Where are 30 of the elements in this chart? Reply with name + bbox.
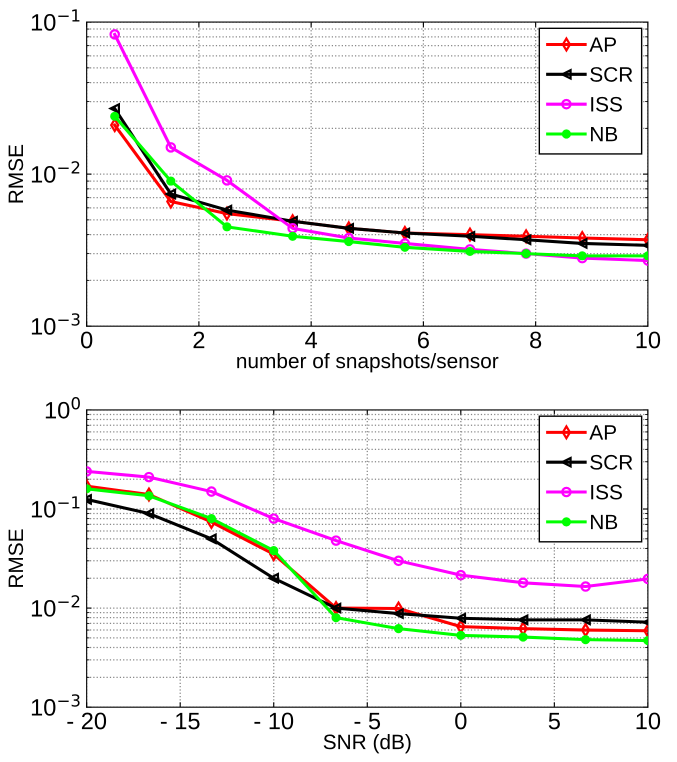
x-axis-title: number of snapshots/sensor [237, 353, 498, 372]
legend-label: NB [591, 126, 618, 142]
legend-label: NB [591, 514, 618, 530]
y-tick-label: 10$^{−3}$ [32, 313, 80, 335]
x-tick-label: - 10 [254, 712, 294, 730]
legend-label: AP [589, 37, 616, 52]
x-tick-label: - 15 [160, 712, 200, 730]
x-tick-label: 2 [194, 332, 204, 348]
x-tick-label: - 5 [354, 712, 380, 730]
legend-label: SCR [590, 67, 632, 82]
x-tick-label: 5 [548, 712, 560, 730]
y-axis-title: RMSE [8, 144, 24, 203]
y-tick-label: 10$^{−1}$ [32, 496, 80, 518]
x-tick-label: 6 [418, 332, 429, 348]
x-axis-title: SNR (dB) [324, 734, 411, 754]
y-axis-title: RMSE [8, 529, 24, 587]
x-tick-label: 0 [81, 332, 92, 348]
legend-label: AP [589, 425, 616, 440]
y-tick-label: 10$^{0}$ [46, 397, 80, 419]
legend-label: ISS [591, 96, 622, 112]
x-tick-label: 8 [530, 332, 542, 348]
x-tick-label: 10 [636, 712, 660, 730]
y-tick-label: 10$^{−2}$ [32, 595, 80, 617]
x-tick-label: 4 [305, 332, 318, 348]
y-tick-label: 10$^{−1}$ [32, 9, 80, 31]
legend-label: ISS [591, 484, 622, 500]
x-tick-label: 10 [636, 332, 660, 348]
x-tick-label: 0 [455, 712, 466, 730]
legend-label: SCR [590, 454, 632, 470]
y-tick-label: 10$^{−2}$ [32, 161, 80, 183]
